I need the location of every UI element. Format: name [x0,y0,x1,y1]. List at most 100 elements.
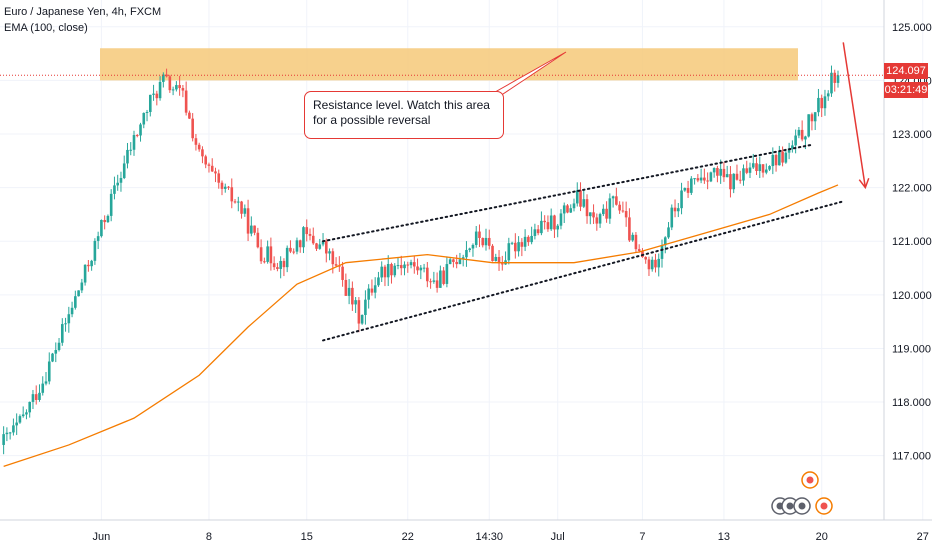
candle-body [680,190,683,209]
candle-body [442,270,445,284]
time-axis[interactable]: Jun 8 15 22 14:30 Jul 7 13 20 27 [93,531,929,543]
candle-body [47,361,51,382]
candle-body [25,412,28,415]
candle-body [540,220,543,234]
y-tick-label: 117.000 [892,451,931,463]
candle-body [435,280,439,288]
candle-body [562,205,566,214]
y-tick-label: 121.000 [892,236,932,248]
candle-body [663,237,667,246]
candle-body [220,182,224,189]
candle-body [344,279,348,296]
x-tick-label: 20 [816,531,828,543]
candle-body [631,234,634,241]
candle-body [184,90,188,113]
candle-body [191,118,194,139]
candle-body [44,381,48,384]
gear-icon[interactable] [793,497,811,515]
candle-body [520,242,524,247]
candle-body [709,172,713,182]
candle-body [83,264,87,283]
candle-body [478,231,481,239]
y-tick-label: 125.000 [892,22,932,34]
candle-body [422,267,426,269]
candle-body [585,199,589,217]
candle-body [201,149,204,157]
flag-icon[interactable] [815,497,833,515]
candle-body [259,247,263,262]
x-tick-label: Jul [551,531,565,543]
candle-body [308,234,312,236]
channel-lower-line[interactable] [322,200,846,342]
x-tick-label: 22 [402,531,414,543]
candle-body [311,235,315,244]
channel-upper-line[interactable] [322,143,813,243]
candle-body [289,247,292,252]
candle-body [223,186,227,189]
candle-body [74,296,77,308]
candle-body [360,314,364,324]
candle-body [641,250,644,258]
candle-body [608,198,612,219]
candle-body [523,236,527,247]
candle-body [582,199,586,207]
candle-body [126,149,129,164]
candle-body [553,215,556,230]
candle-body [455,261,458,265]
candle-body [748,167,752,173]
candle-body [800,129,804,140]
candle-body [797,129,801,136]
candle-body [197,144,201,150]
forecast-arrow[interactable] [842,42,870,190]
candle-body [386,264,390,278]
candle-body [15,422,18,426]
y-tick-label: 118.000 [892,397,931,409]
candle-body [761,164,765,173]
candle-body [122,163,126,179]
event-markers[interactable] [771,471,833,515]
symbol-title[interactable]: Euro / Japanese Yen, 4h, FXCM [4,6,162,18]
candle-body [132,135,136,150]
candle-body [8,432,12,434]
candle-body [351,287,354,305]
x-tick-label: 7 [639,531,645,543]
candle-body [670,207,674,228]
candle-body [474,231,478,245]
candle-body [109,193,113,216]
candle-body [794,135,797,146]
flag-icon[interactable] [801,471,819,489]
candle-body [634,234,638,250]
candle-body [246,208,250,234]
candle-body [533,229,537,236]
candle-body [135,135,139,137]
candle-body [77,290,80,297]
candle-body [719,168,722,176]
candle-body [5,432,9,435]
candle-body [393,265,397,276]
candle-body [409,262,413,266]
forecast-arrow-head [858,177,870,190]
indicator-label[interactable]: EMA (100, close) [4,22,88,34]
candle-body [448,259,452,265]
candle-body [618,204,621,211]
candle-body [116,182,120,186]
candle-body [175,85,178,90]
candle-body [334,264,338,266]
x-tick-label: Jun [93,531,111,543]
candle-body [722,168,726,178]
candle-body [461,257,465,260]
annotation-callout[interactable]: Resistance level. Watch this area for a … [304,91,504,139]
candle-body [676,208,680,212]
annotation-text: Resistance level. Watch this area for a … [313,98,490,127]
candle-body [487,237,491,246]
candle-body [217,173,221,183]
candle-body [142,112,146,125]
candle-body [119,178,123,183]
candle-body [484,237,488,246]
candle-body [556,225,560,230]
candle-body [738,179,742,181]
candle-body [690,178,693,193]
candle-body [517,242,520,252]
candle-body [624,211,628,218]
